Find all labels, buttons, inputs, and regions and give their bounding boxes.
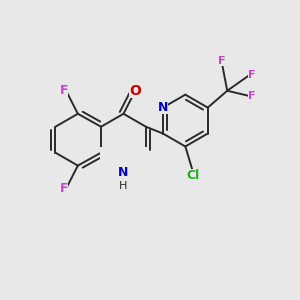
Text: F: F xyxy=(248,70,256,80)
Text: N: N xyxy=(118,160,129,173)
Text: F: F xyxy=(60,182,68,195)
Text: F: F xyxy=(60,85,68,98)
Text: F: F xyxy=(248,91,256,101)
Text: F: F xyxy=(218,56,226,66)
Text: N: N xyxy=(118,166,129,179)
Text: N: N xyxy=(158,101,168,114)
Text: H: H xyxy=(119,181,128,191)
Text: Cl: Cl xyxy=(187,169,200,182)
Text: O: O xyxy=(129,84,141,98)
